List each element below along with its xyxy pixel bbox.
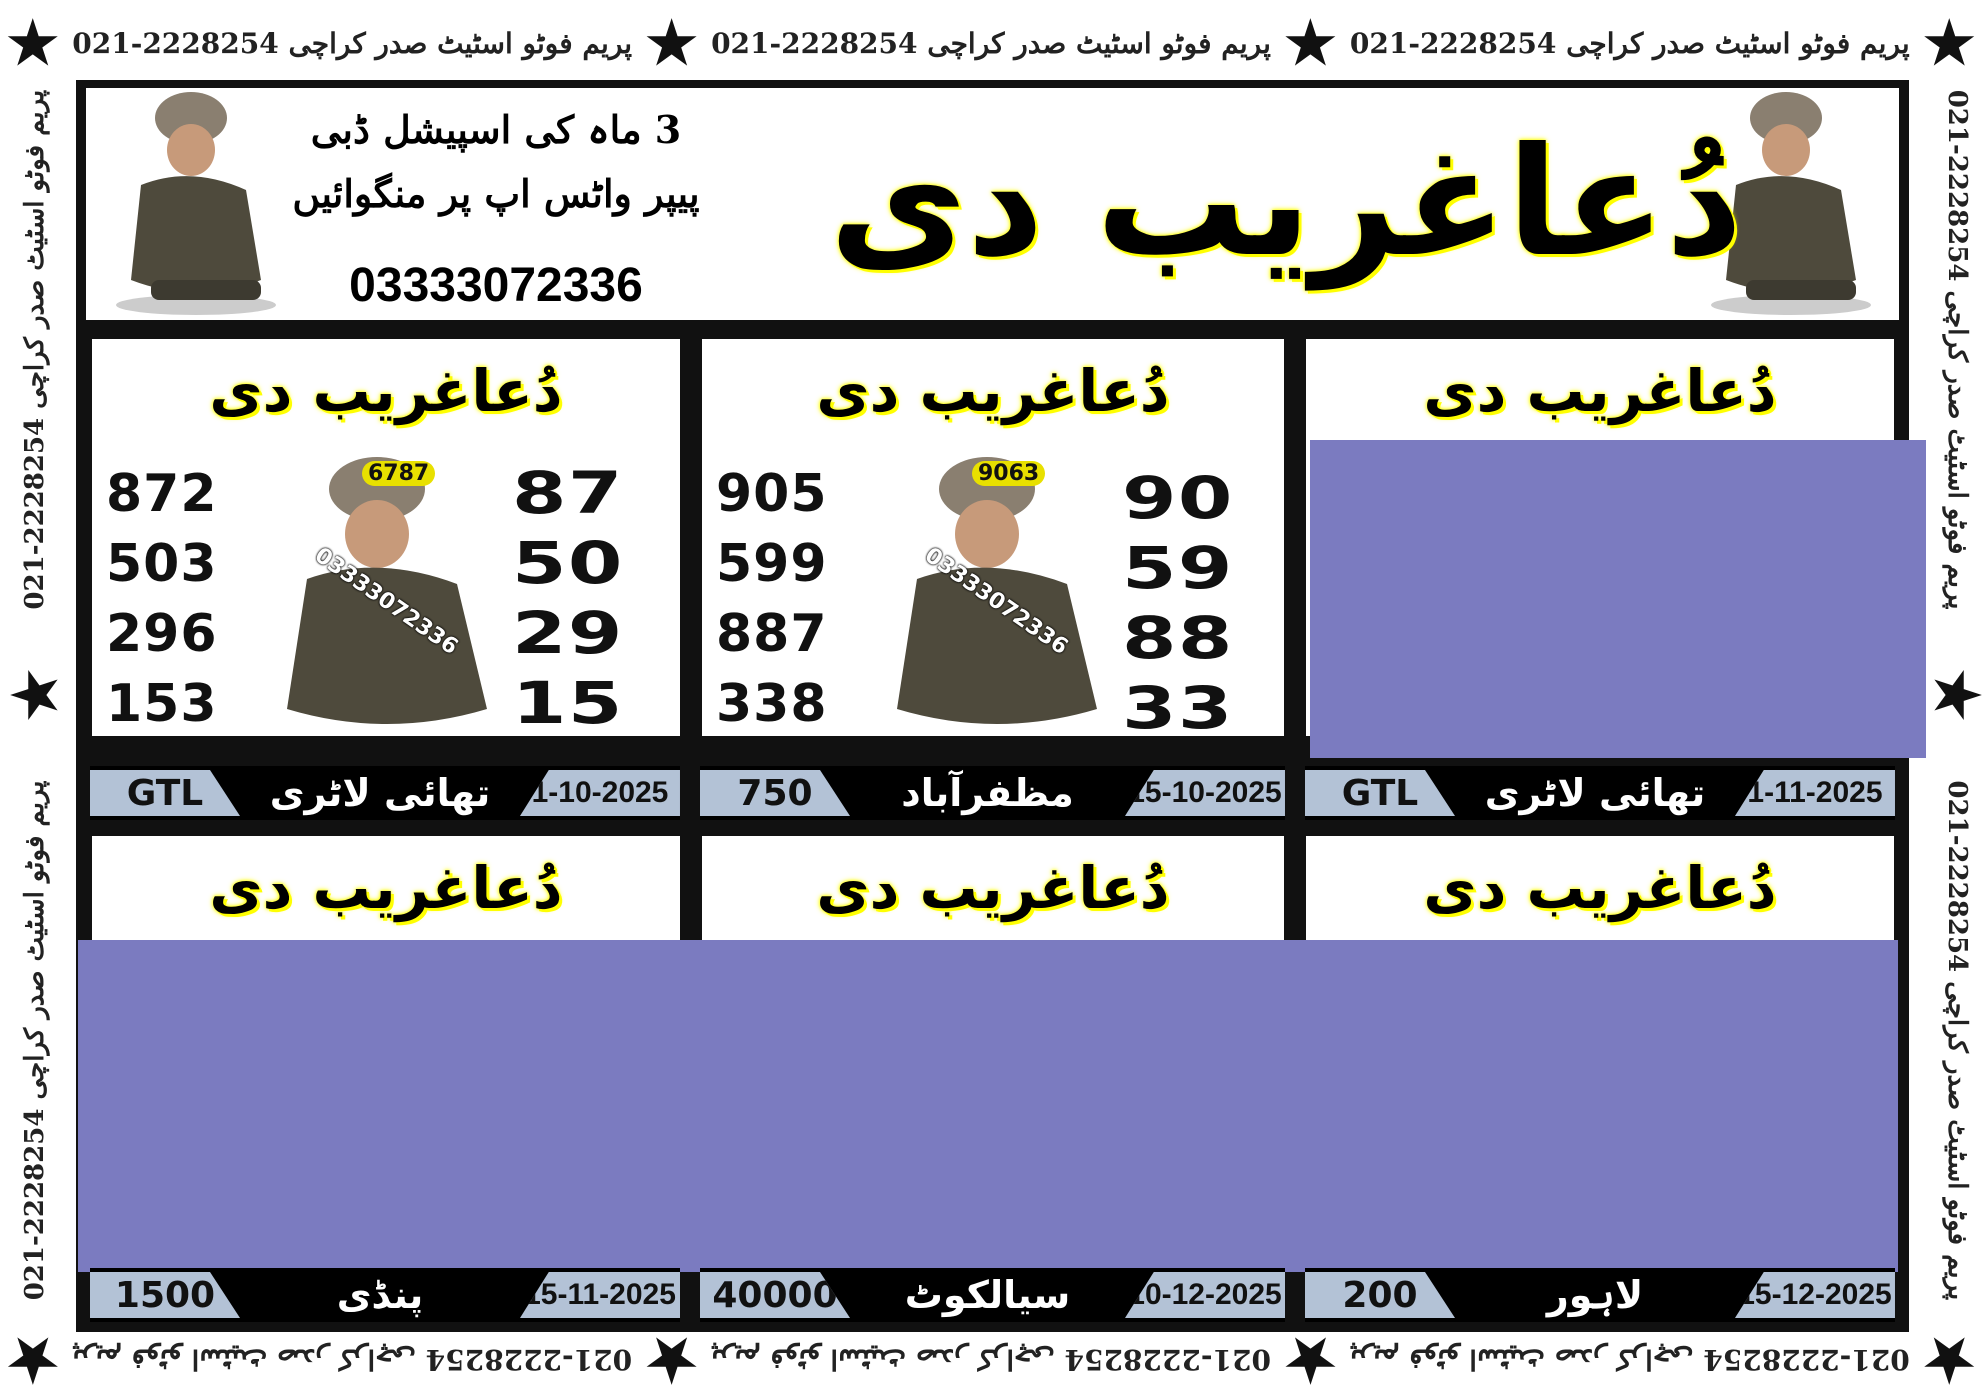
- info-bar-5: 40000 سیالکوٹ 10-12-2025: [700, 1268, 1285, 1322]
- info-bar-2: 750 مظفرآباد 15-10-2025: [700, 766, 1285, 820]
- info-bar-1: GTL تھائی لاٹری 1-10-2025: [90, 766, 680, 820]
- bar-code: 750: [700, 770, 850, 816]
- border-text: 021-2228254 پریم فوٹو اسٹیٹ صدر کراچی: [72, 26, 633, 60]
- bar-code: 1500: [90, 1272, 240, 1318]
- left-number: 153: [106, 674, 218, 734]
- star-icon: ★: [1, 669, 69, 722]
- bar-name: پنڈی: [336, 1273, 424, 1317]
- border-strip-top: ★ 021-2228254 پریم فوٹو اسٹیٹ صدر کراچی …: [0, 8, 1982, 78]
- bar-name: مظفرآباد: [901, 771, 1074, 815]
- right-number: 59: [1122, 534, 1234, 602]
- info-bar-4: 1500 پنڈی 15-11-2025: [90, 1268, 680, 1322]
- right-number: 15: [512, 669, 624, 737]
- bar-code: 40000: [700, 1272, 850, 1318]
- left-number: 338: [716, 674, 828, 734]
- panel-title: دُعاغریب دی: [209, 357, 563, 425]
- info-bar-6: 200 لاہور 15-12-2025: [1305, 1268, 1895, 1322]
- border-text: 021-2228254 پریم فوٹو اسٹیٹ صدر کراچی: [1942, 89, 1972, 610]
- border-text: 021-2228254 پریم فوٹو اسٹیٹ صدر کراچی: [20, 780, 50, 1301]
- border-text: 021-2228254 پریم فوٹو اسٹیٹ صدر کراچی: [72, 1343, 633, 1377]
- bar-code: GTL: [90, 770, 240, 816]
- star-icon: ★: [1923, 9, 1976, 77]
- border-strip-right: 021-2228254 پریم فوٹو اسٹیٹ صدر کراچی ★ …: [1923, 60, 1982, 1330]
- star-icon: ★: [6, 1326, 59, 1394]
- right-number: 90: [1122, 464, 1234, 532]
- border-text: 021-2228254 پریم فوٹو اسٹیٹ صدر کراچی: [1349, 26, 1910, 60]
- left-number: 887: [716, 604, 828, 664]
- right-number: 50: [512, 529, 624, 597]
- star-icon: ★: [1923, 1326, 1976, 1394]
- boy-illustration-icon: [1711, 92, 1871, 315]
- bar-date: 15-10-2025: [1124, 770, 1285, 816]
- panel-title: دُعاغریب دی: [816, 357, 1170, 425]
- bar-code: 200: [1305, 1272, 1455, 1318]
- panel-title: دُعاغریب دی: [1423, 357, 1777, 425]
- panel-title: دُعاغریب دی: [1423, 854, 1777, 922]
- bar-date: 15-12-2025: [1734, 1272, 1895, 1318]
- panel-badge: 6787: [362, 461, 436, 486]
- border-strip-bottom: ★ 021-2228254 پریم فوٹو اسٹیٹ صدر کراچی …: [0, 1325, 1982, 1395]
- bar-name: سیالکوٹ: [904, 1273, 1071, 1317]
- star-icon: ★: [645, 9, 698, 77]
- bar-name: لاہور: [1546, 1273, 1644, 1317]
- header-phone: 03333072336: [349, 259, 643, 312]
- left-number: 872: [106, 464, 218, 524]
- promo-text: 3 ماہ کی اسپیشل ڈبی پیپر واٹس اپ پر منگو…: [286, 98, 706, 226]
- promo-line-1: 3 ماہ کی اسپیشل ڈبی: [310, 107, 682, 152]
- bar-date: 1-11-2025: [1734, 770, 1895, 816]
- redacted-region: [78, 940, 1898, 1272]
- boy-illustration-icon: [116, 92, 276, 315]
- right-number: 87: [512, 459, 624, 527]
- border-text: 021-2228254 پریم فوٹو اسٹیٹ صدر کراچی: [1349, 1343, 1910, 1377]
- border-strip-left: 021-2228254 پریم فوٹو اسٹیٹ صدر کراچی ★ …: [1, 60, 69, 1330]
- bar-date: 1-10-2025: [519, 770, 680, 816]
- star-icon: ★: [1923, 669, 1982, 721]
- right-number: 88: [1122, 604, 1234, 672]
- panel-title: دُعاغریب دی: [209, 854, 563, 922]
- result-panel-2: دُعاغریب دی 9063 03333072336 905 599 887…: [698, 335, 1288, 742]
- header: 3 ماہ کی اسپیشل ڈبی پیپر واٹس اپ پر منگو…: [86, 88, 1899, 320]
- bar-code: GTL: [1305, 770, 1455, 816]
- result-panel-1: دُعاغریب دی 6787 03333072336 872 503 296…: [88, 335, 684, 740]
- info-bar-3: GTL تھائی لاٹری 1-11-2025: [1305, 766, 1895, 820]
- left-number: 503: [106, 534, 218, 594]
- border-text: 021-2228254 پریم فوٹو اسٹیٹ صدر کراچی: [1942, 780, 1972, 1301]
- star-icon: ★: [6, 9, 59, 77]
- panel-badge: 9063: [972, 461, 1046, 486]
- bar-date: 15-11-2025: [520, 1272, 680, 1318]
- border-text: 021-2228254 پریم فوٹو اسٹیٹ صدر کراچی: [711, 26, 1271, 60]
- promo-line-2: پیپر واٹس اپ پر منگوائیں: [292, 171, 700, 216]
- main-title: دُعاغریب دی: [829, 116, 1743, 290]
- panel-title: دُعاغریب دی: [816, 854, 1170, 922]
- bar-date: 10-12-2025: [1125, 1272, 1285, 1318]
- left-number: 905: [716, 464, 828, 524]
- star-icon: ★: [645, 1326, 698, 1394]
- left-number: 599: [716, 534, 828, 594]
- right-number: 33: [1122, 674, 1234, 742]
- star-icon: ★: [1284, 9, 1337, 77]
- bar-name: تھائی لاٹری: [269, 771, 491, 815]
- border-text: 021-2228254 پریم فوٹو اسٹیٹ صدر کراچی: [711, 1343, 1271, 1377]
- redacted-region: [1310, 440, 1926, 758]
- bar-name: تھائی لاٹری: [1484, 771, 1706, 815]
- star-icon: ★: [1284, 1326, 1337, 1394]
- right-number: 29: [512, 599, 624, 667]
- border-text: 021-2228254 پریم فوٹو اسٹیٹ صدر کراچی: [20, 89, 50, 610]
- left-number: 296: [106, 604, 218, 664]
